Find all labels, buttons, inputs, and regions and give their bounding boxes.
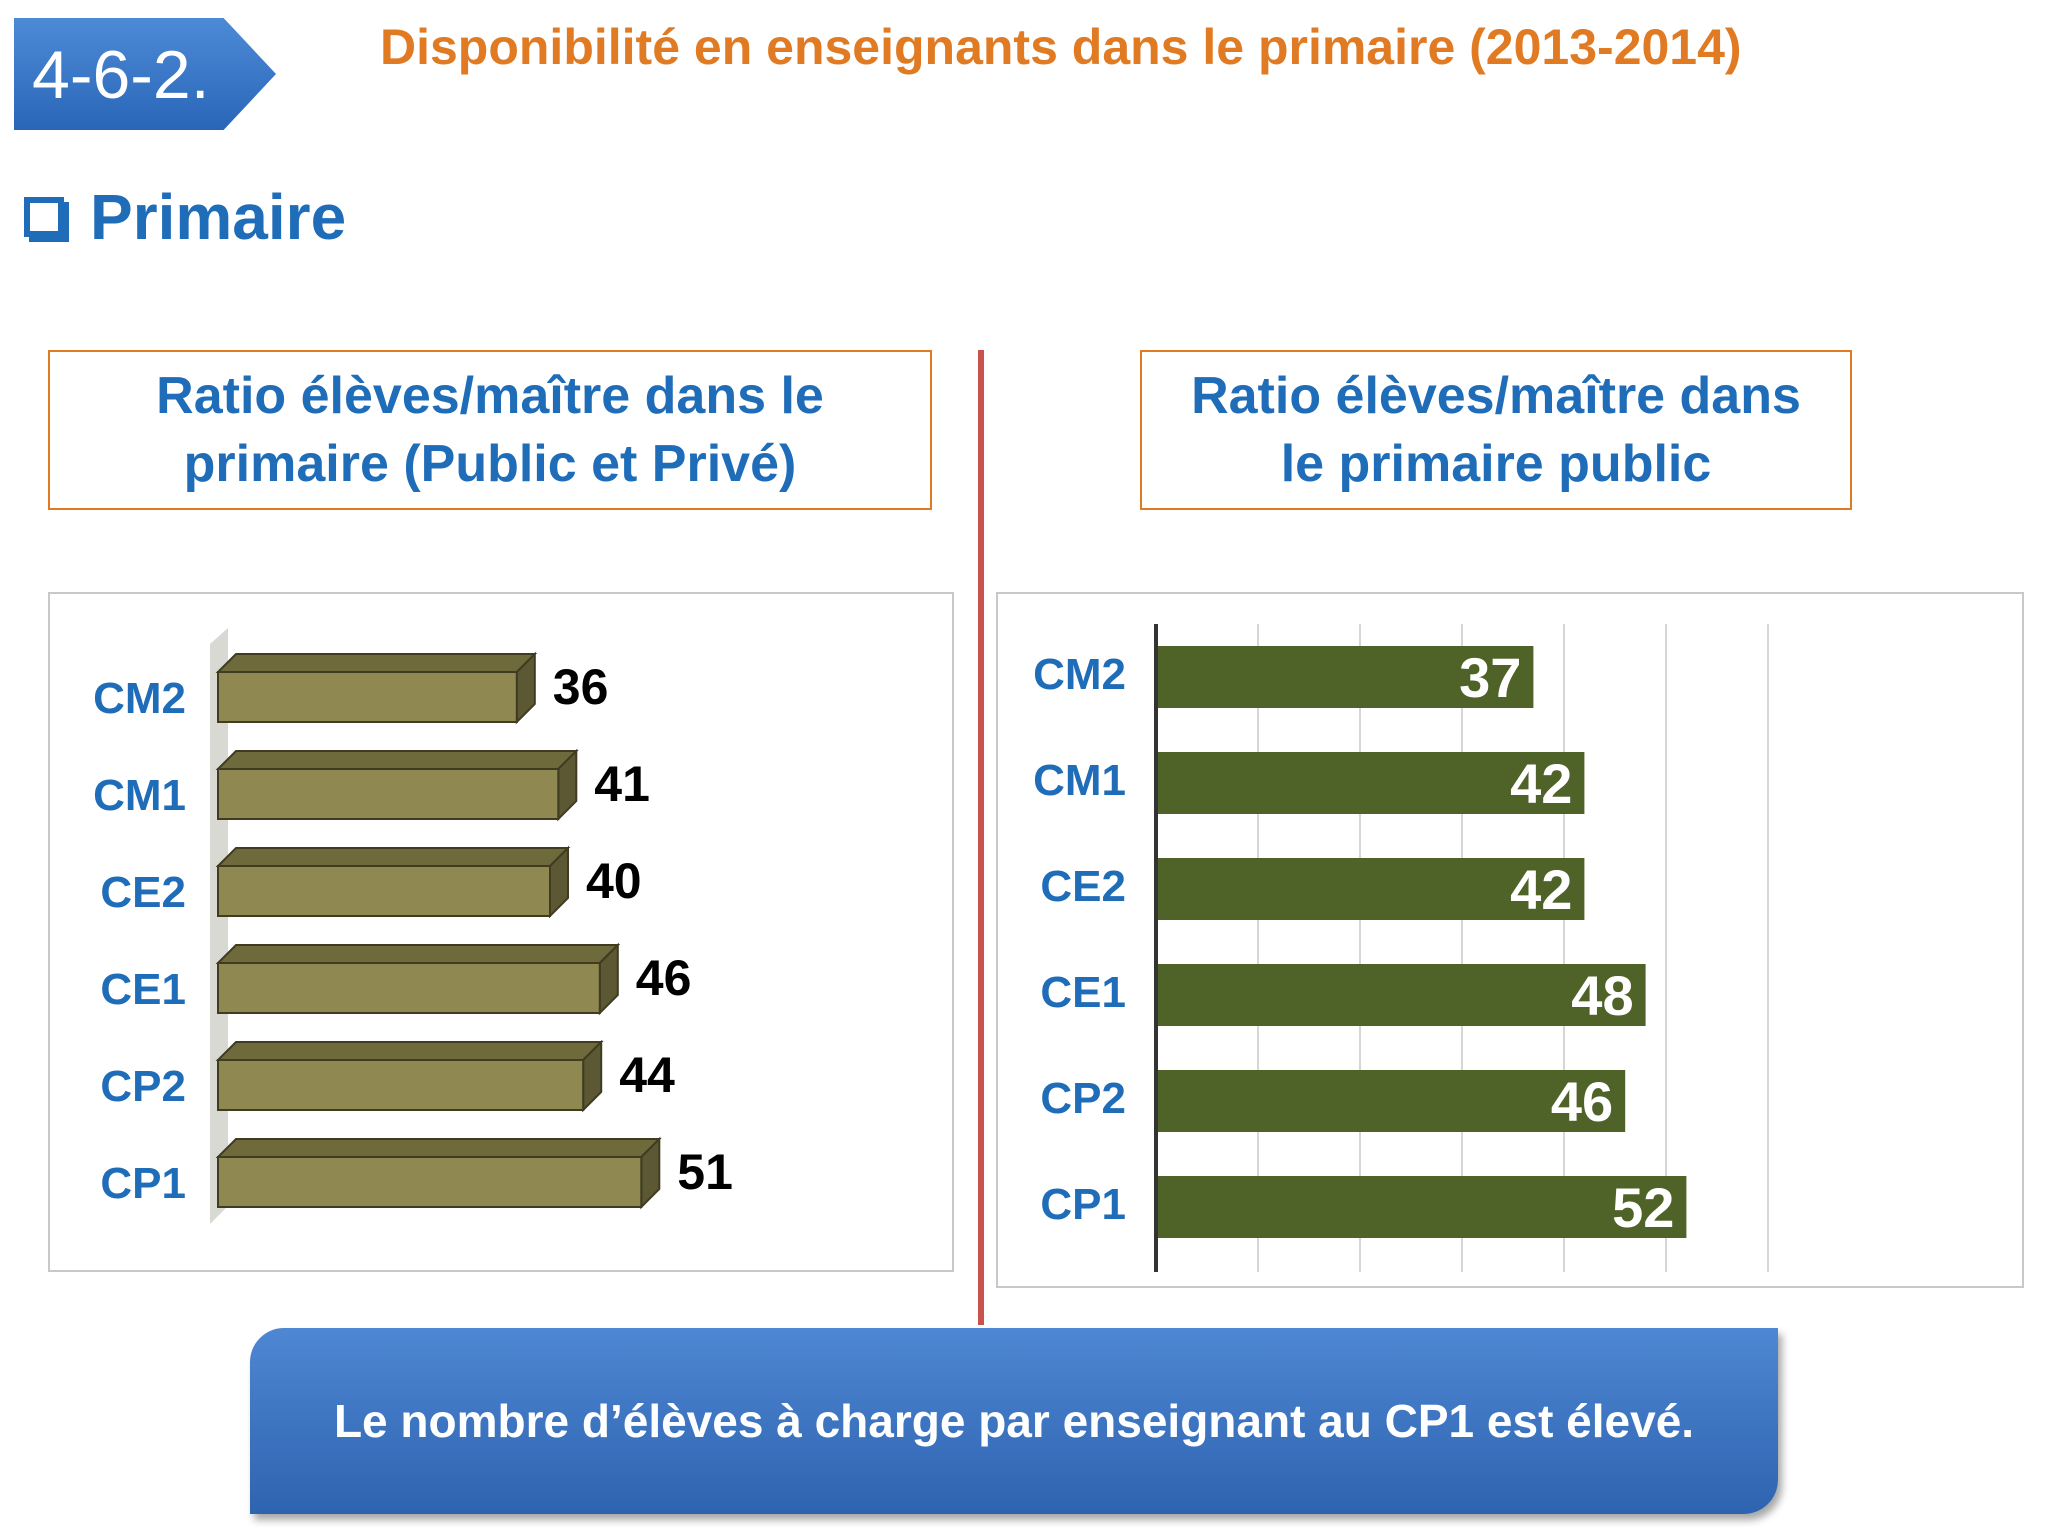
right-bar-CM1 <box>1156 752 1585 814</box>
left-bar-CP2 <box>215 1039 604 1113</box>
vertical-divider <box>978 350 984 1325</box>
left-value-label: 41 <box>594 756 650 812</box>
right-chart-title-box: Ratio élèves/maître dans le primaire pub… <box>1140 350 1852 510</box>
conclusion-text: Le nombre d’élèves à charge par enseigna… <box>333 1395 1695 1447</box>
left-bar-CM1 <box>215 748 579 822</box>
left-chart-title-box: Ratio élèves/maître dans le primaire (Pu… <box>48 350 932 510</box>
conclusion-callout: Le nombre d’élèves à charge par enseigna… <box>250 1328 1778 1514</box>
right-category-label: CP2 <box>1040 1074 1126 1123</box>
left-category-label: CP2 <box>100 1062 186 1111</box>
section-number-badge <box>14 18 276 130</box>
right-value-label: 52 <box>1612 1176 1675 1239</box>
right-value-label: 42 <box>1510 858 1573 921</box>
right-chart-title: Ratio élèves/maître dans le primaire pub… <box>1191 367 1801 493</box>
right-bar-CE1 <box>1156 964 1646 1026</box>
right-chart: CM2 CM1 CE2 CE1 CP2 CP1 37 42 42 48 46 52 <box>996 592 2024 1288</box>
section-label: Primaire <box>90 181 347 253</box>
section-number: 4-6-2. <box>32 37 210 113</box>
left-value-label: 44 <box>619 1047 675 1103</box>
section-heading: Primaire <box>24 180 346 254</box>
checkbox-bullet-icon <box>24 197 64 237</box>
left-bar-CE1 <box>215 942 621 1016</box>
left-category-label: CE1 <box>100 965 186 1014</box>
right-value-label: 37 <box>1459 646 1522 709</box>
right-bar-CP1 <box>1156 1176 1687 1238</box>
left-category-label: CM2 <box>93 674 186 723</box>
left-bar-CE2 <box>215 845 571 919</box>
left-chart: CM2 CM1 CE2 CE1 CP2 CP1 36 41 40 46 44 51 <box>48 592 954 1272</box>
left-category-label: CE2 <box>100 868 186 917</box>
right-value-label: 46 <box>1550 1070 1614 1133</box>
left-value-label: 46 <box>635 950 692 1006</box>
left-category-label: CM1 <box>93 771 186 820</box>
right-category-label: CP1 <box>1040 1180 1126 1229</box>
right-value-label: 42 <box>1510 752 1573 815</box>
right-value-label: 48 <box>1571 964 1634 1027</box>
left-chart-title: Ratio élèves/maître dans le primaire (Pu… <box>156 367 824 493</box>
left-value-label: 51 <box>677 1144 733 1200</box>
left-value-label: 36 <box>552 659 609 715</box>
right-bar-CP2 <box>1156 1070 1626 1132</box>
right-bar-CE2 <box>1156 858 1585 920</box>
left-value-label: 40 <box>586 853 642 909</box>
right-category-label: CM2 <box>1033 650 1126 699</box>
right-category-label: CE1 <box>1040 968 1126 1017</box>
left-category-label: CP1 <box>100 1159 186 1208</box>
left-chart-plot <box>210 628 662 1224</box>
page-title: Disponibilité en enseignants dans le pri… <box>380 19 1742 75</box>
right-category-label: CM1 <box>1033 756 1126 805</box>
left-bar-CM2 <box>215 651 538 725</box>
right-category-label: CE2 <box>1040 862 1126 911</box>
left-bar-CP1 <box>215 1136 662 1210</box>
right-chart-plot <box>1154 624 1769 1272</box>
right-bar-CM2 <box>1156 646 1534 708</box>
